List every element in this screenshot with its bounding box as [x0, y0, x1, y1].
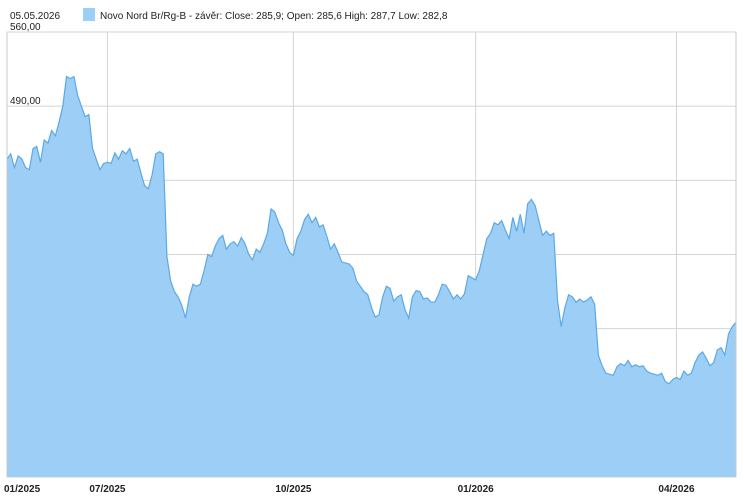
- x-tick-label: 10/2025: [275, 484, 312, 495]
- x-tick-label: 07/2025: [89, 484, 126, 495]
- area-line: [6, 75, 737, 385]
- area-fill: [7, 76, 736, 477]
- legend-swatch: [83, 8, 95, 21]
- legend-label: Novo Nord Br/Rg-B - závěr: Close: 285,9;…: [100, 11, 448, 22]
- chart-date: 05.05.2026: [10, 11, 60, 22]
- y-tick-label: 490,00: [10, 96, 41, 107]
- y-tick-label: 560,00: [10, 22, 41, 33]
- x-tick-label: 04/2026: [658, 484, 695, 495]
- x-tick-label: 01/2025: [4, 484, 41, 495]
- x-tick-label: 01/2026: [458, 484, 495, 495]
